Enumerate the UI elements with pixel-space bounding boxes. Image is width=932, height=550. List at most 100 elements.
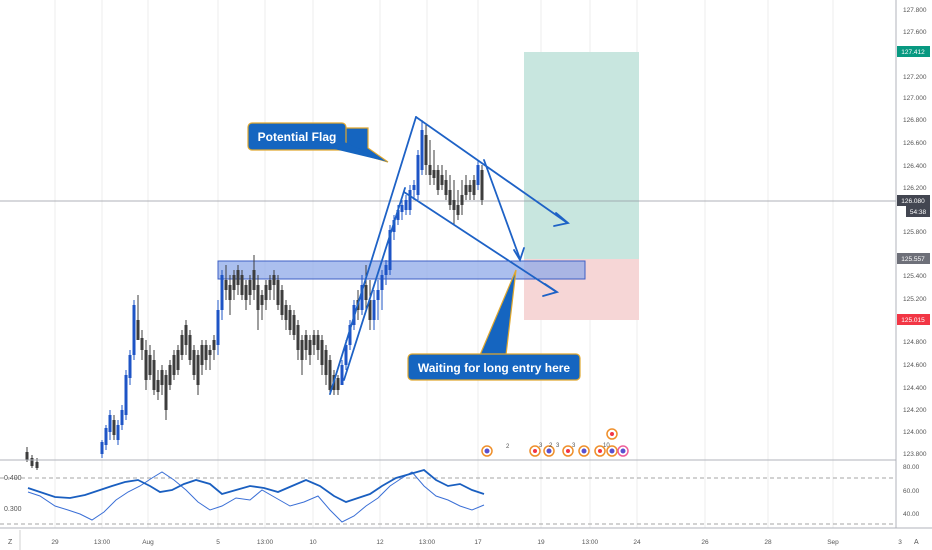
candle-body (260, 295, 264, 305)
time-tick-label: 10 (309, 539, 317, 546)
time-tick-label: 13:00 (94, 539, 111, 546)
candle-body (120, 410, 124, 425)
candle-body (468, 185, 472, 192)
countdown-badge: 54:38 (906, 206, 930, 217)
time-tick-label: 13:00 (257, 539, 274, 546)
price-tick-label: 124.800 (903, 339, 927, 346)
flag-drawing[interactable] (329, 116, 570, 395)
osc-left-tick: 0.300 (4, 506, 22, 513)
price-tick-label: 125.400 (903, 273, 927, 280)
oscillator-pane: 0.400 0.300 (0, 469, 896, 525)
candle-body (156, 380, 160, 392)
time-tick-label: 29 (51, 539, 59, 546)
candle-body (35, 462, 39, 468)
entry-callout[interactable]: Waiting for long entry here (407, 269, 581, 381)
candle-body (280, 290, 284, 315)
event-count: 10 (603, 443, 610, 449)
candle-body (176, 350, 180, 370)
price-tick-label: 127.800 (903, 7, 927, 14)
event-marker-icon (529, 445, 541, 457)
svg-text:125.015: 125.015 (901, 317, 925, 324)
event-count: 3 (556, 443, 560, 449)
candle-body (408, 190, 412, 210)
arrow-head-lower (542, 283, 560, 297)
candle-body (360, 285, 364, 310)
candle-body (436, 170, 440, 190)
event-marker-icon (617, 445, 629, 457)
price-tick-label: 124.400 (903, 385, 927, 392)
time-tick-label: 26 (701, 539, 709, 546)
price-tick-label: 124.200 (903, 407, 927, 414)
candlestick-series (25, 120, 484, 470)
candle-body (180, 335, 184, 355)
candle-body (216, 310, 220, 345)
entry-price-badge: 125.557 (897, 253, 930, 264)
candle-body (272, 275, 276, 285)
candle-body (476, 165, 480, 185)
event-marker-icon (606, 428, 618, 440)
time-tick-label: 28 (764, 539, 772, 546)
arrow-head-down (513, 247, 525, 263)
price-tick-label: 125.800 (903, 229, 927, 236)
candle-body (128, 355, 132, 378)
candle-body (196, 355, 200, 385)
candle-body (300, 340, 304, 360)
candle-body (412, 185, 416, 190)
candle-body (236, 270, 240, 285)
time-tick-label: 13:00 (582, 539, 599, 546)
candle-body (420, 130, 424, 170)
candle-body (460, 195, 464, 205)
candle-body (404, 200, 408, 210)
candle-body (168, 365, 172, 385)
time-tick-label: 13:00 (419, 539, 436, 546)
price-tick-label: 124.600 (903, 362, 927, 369)
candle-body (372, 300, 376, 320)
candle-body (212, 340, 216, 350)
candle-body (164, 375, 168, 410)
candle-body (304, 335, 308, 350)
candle-body (464, 185, 468, 195)
price-axis[interactable]: 127.800 127.600 127.200 127.000 126.800 126.6… (895, 0, 932, 528)
candle-body (432, 170, 436, 178)
candle-body (144, 350, 148, 380)
candle-body (248, 280, 252, 295)
target-zone[interactable] (524, 52, 639, 259)
candle-body (276, 280, 280, 305)
price-tick-label: 126.800 (903, 117, 927, 124)
candle-body (220, 275, 224, 310)
candle-body (448, 190, 452, 205)
event-marker-icon (543, 445, 555, 457)
support-zone-band[interactable] (217, 260, 586, 280)
candle-body (136, 320, 140, 340)
candle-body (224, 280, 228, 290)
time-tick-label: 12 (376, 539, 384, 546)
candle-body (388, 230, 392, 270)
event-count: 2 (549, 443, 553, 449)
candle-body (25, 452, 29, 460)
candle-body (140, 338, 144, 350)
time-axis[interactable]: Z 29 13:00 Aug 5 13:00 10 12 13:00 17 19 13:00 24 26… (0, 527, 932, 550)
event-markers[interactable]: 2 3 2 3 3 10 (481, 428, 629, 457)
price-tick-label: 123.800 (903, 451, 927, 458)
svg-text:127.412: 127.412 (901, 49, 925, 56)
candle-body (108, 415, 112, 432)
time-tick-label: 19 (537, 539, 545, 546)
time-axis-corner-right: A (914, 539, 919, 546)
impulse-line-left (329, 116, 417, 395)
candle-body (424, 135, 428, 165)
candle-body (444, 180, 448, 195)
candle-body (288, 310, 292, 330)
impulse-line-right (343, 187, 406, 381)
svg-text:125.557: 125.557 (901, 256, 925, 263)
osc-left-tick: 0.400 (4, 475, 22, 482)
candle-body (192, 350, 196, 375)
time-tick-label: 24 (633, 539, 641, 546)
osc-right-tick: 40.00 (903, 511, 920, 518)
flag-callout[interactable]: Potential Flag (247, 122, 389, 163)
candle-body (116, 425, 120, 440)
time-axis-corner-left: Z (8, 539, 13, 546)
entry-callout-label: Waiting for long entry here (418, 361, 571, 375)
flag-pole-right (483, 159, 521, 260)
candle-body (296, 325, 300, 350)
